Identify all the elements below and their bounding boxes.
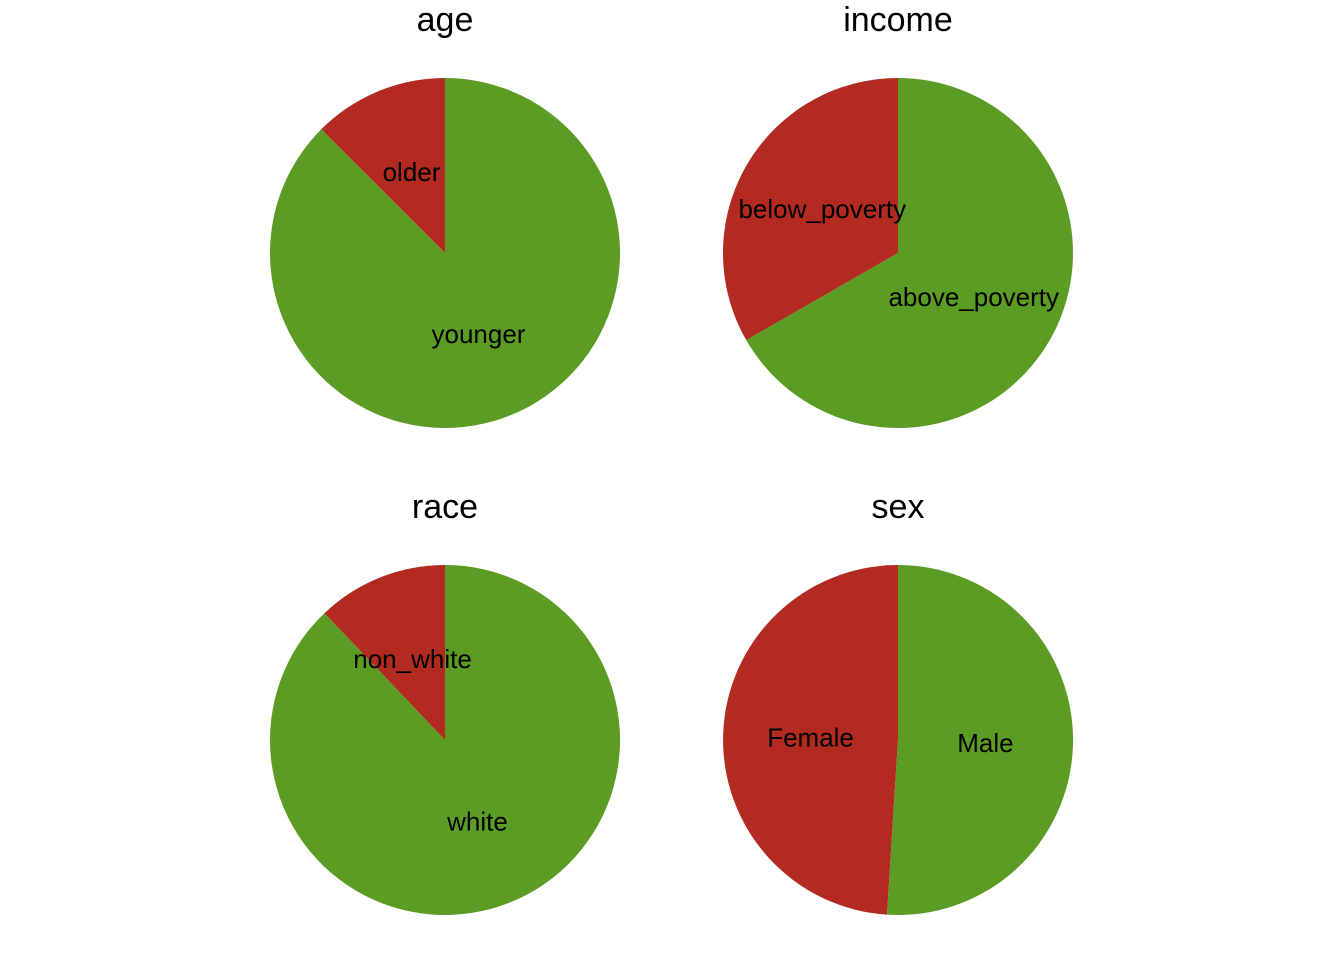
slice-label-female: Female bbox=[767, 722, 854, 752]
pie-slice-non-white bbox=[324, 565, 445, 740]
slice-label-older: older bbox=[383, 157, 441, 187]
pie-slice-above-poverty bbox=[746, 78, 1073, 428]
pie-title: sex bbox=[872, 488, 925, 526]
pie-slice-white bbox=[270, 565, 621, 915]
pie-slice-male bbox=[887, 564, 1074, 915]
slice-label-non-white: non_white bbox=[353, 644, 472, 674]
pie-sex: sex Female Male bbox=[723, 488, 1074, 915]
slice-label-below-poverty: below_poverty bbox=[738, 194, 906, 224]
pie-slice-below-poverty bbox=[722, 78, 898, 341]
slice-label-above-poverty: above_poverty bbox=[888, 282, 1059, 312]
pie-title: income bbox=[843, 1, 953, 39]
pie-slice-younger bbox=[270, 78, 621, 428]
slice-label-male: Male bbox=[957, 728, 1013, 758]
pie-age: age older younger bbox=[270, 1, 621, 428]
pie-title: age bbox=[417, 1, 474, 39]
pie-slice-older bbox=[321, 78, 445, 253]
pie-slice-female bbox=[723, 565, 898, 915]
slice-label-white: white bbox=[446, 806, 508, 836]
slice-label-younger: younger bbox=[431, 319, 525, 349]
pie-income: income below_poverty above_poverty bbox=[722, 1, 1073, 428]
pie-title: race bbox=[412, 488, 478, 526]
